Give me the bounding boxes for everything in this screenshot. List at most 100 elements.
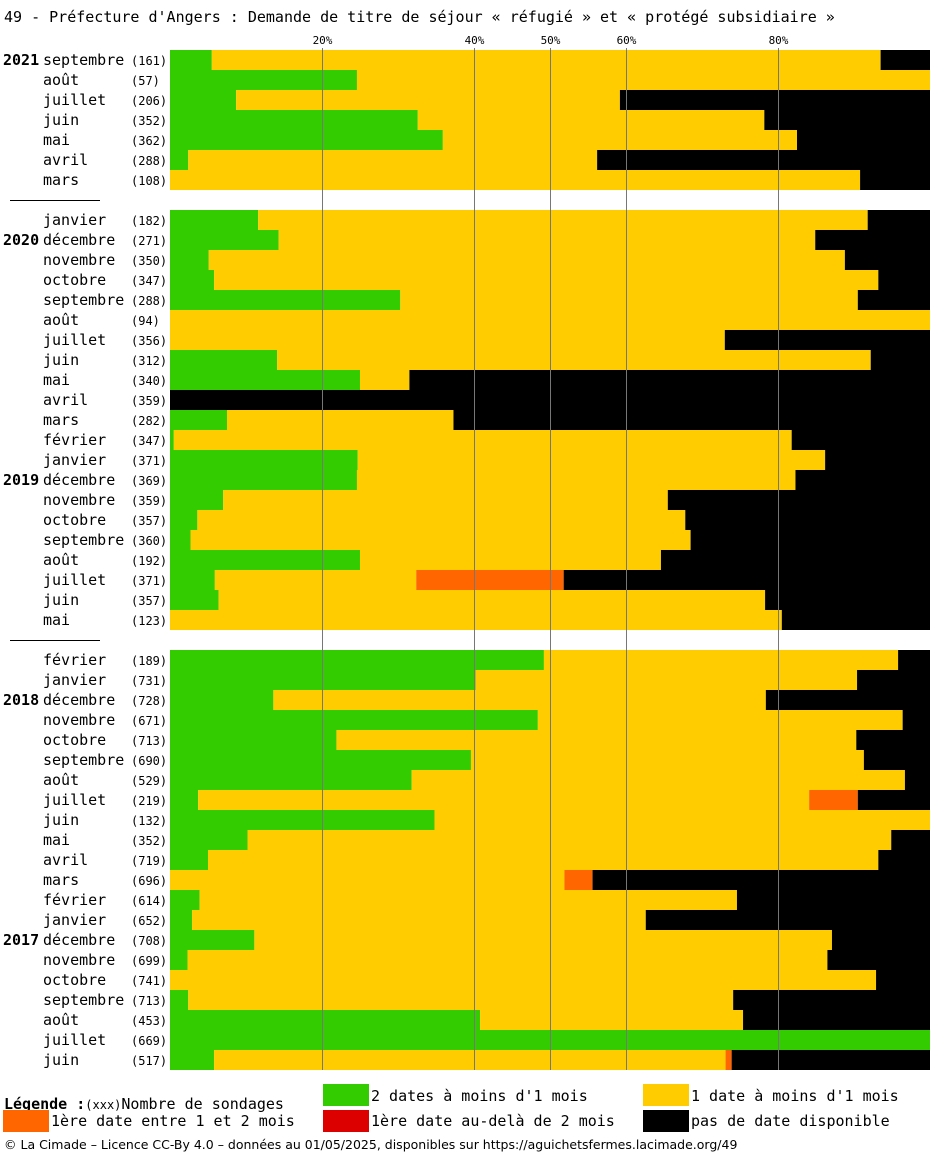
- bar-segment-none: [660, 550, 930, 570]
- bar-segment-two-dates: [170, 850, 208, 870]
- month-label: février: [43, 651, 106, 669]
- bar-segment-two-dates: [170, 810, 435, 830]
- count-label: (108): [131, 174, 167, 188]
- bar-segment-one-date: [223, 490, 668, 510]
- bar-segment-none: [898, 650, 930, 670]
- month-label: novembre: [43, 951, 115, 969]
- month-label: janvier: [43, 911, 106, 929]
- bar-segment-none: [409, 370, 930, 390]
- bar-segment-none: [597, 150, 930, 170]
- month-label: octobre: [43, 511, 106, 529]
- bar-segment-one-date: [258, 210, 868, 230]
- bar-segment-one-date: [277, 350, 871, 370]
- legend-label-two-dates: 2 dates à moins d'1 mois: [371, 1087, 588, 1105]
- count-label: (741): [131, 974, 167, 988]
- bar-segment-one-date: [336, 730, 857, 750]
- month-label: octobre: [43, 971, 106, 989]
- bar-segment-none: [733, 990, 930, 1010]
- month-label: août: [43, 1011, 79, 1029]
- count-label: (690): [131, 754, 167, 768]
- count-label: (350): [131, 254, 167, 268]
- legend-label-one-date: 1 date à moins d'1 mois: [691, 1087, 899, 1105]
- bar-segment-two-dates: [170, 910, 193, 930]
- bar-segment-one-date: [356, 470, 796, 490]
- bar-segment-two-dates: [170, 470, 357, 490]
- bar-segment-one-date: [360, 370, 410, 390]
- tick-labels-layer: 20% 40% 50% 60% 80%: [313, 34, 789, 47]
- bar-segment-none: [619, 90, 930, 110]
- bar-segment-one-date: [480, 1010, 744, 1030]
- month-label: septembre: [43, 291, 124, 309]
- month-label: mai: [43, 371, 70, 389]
- bar-segment-none: [781, 610, 930, 630]
- month-label: septembre: [43, 51, 124, 69]
- legend-label-first-1-2: 1ère date entre 1 et 2 mois: [51, 1112, 295, 1130]
- count-label: (282): [131, 414, 167, 428]
- count-label: (614): [131, 894, 167, 908]
- month-label: septembre: [43, 991, 124, 1009]
- bar-segment-none: [592, 870, 930, 890]
- bar-segment-none: [878, 850, 930, 870]
- bar-segment-one-date: [227, 410, 454, 430]
- year-label: 2019: [3, 471, 39, 489]
- bar-segment-two-dates: [170, 290, 401, 310]
- bar-segment-one-date: [218, 590, 766, 610]
- bar-segment-one-date: [417, 110, 765, 130]
- bar-segment-one-date: [411, 770, 905, 790]
- count-label: (352): [131, 114, 167, 128]
- count-label: (352): [131, 834, 167, 848]
- bar-segment-two-dates: [170, 90, 237, 110]
- month-label: juin: [43, 1051, 79, 1069]
- x-tick-label: 40%: [465, 34, 485, 47]
- count-label: (123): [131, 614, 167, 628]
- month-label: novembre: [43, 711, 115, 729]
- month-label: novembre: [43, 491, 115, 509]
- bar-segment-none: [724, 330, 930, 350]
- bar-segment-one-date: [434, 810, 930, 830]
- bar-segment-one-date: [214, 270, 879, 290]
- bar-segment-none: [880, 50, 930, 70]
- count-label: (94): [131, 314, 160, 328]
- count-label: (669): [131, 1034, 167, 1048]
- count-label: (347): [131, 434, 167, 448]
- bar-segment-one-date: [208, 250, 845, 270]
- bar-segment-none: [860, 170, 930, 190]
- bar-segment-one-date: [475, 670, 858, 690]
- bar-segment-two-dates: [170, 1010, 481, 1030]
- count-label: (362): [131, 134, 167, 148]
- month-label: février: [43, 431, 106, 449]
- chart-svg: 20% 40% 50% 60% 80% 2021 septembre (161)août (5…: [3, 34, 930, 1070]
- year-label: 2020: [3, 231, 39, 249]
- bar-segment-one-date: [543, 650, 899, 670]
- count-label: (671): [131, 714, 167, 728]
- month-label: septembre: [43, 531, 124, 549]
- legend-swatch-one-date: [643, 1084, 689, 1106]
- month-label: juillet: [43, 571, 106, 589]
- month-label: août: [43, 311, 79, 329]
- bar-segment-two-dates: [170, 890, 200, 910]
- bar-segment-two-dates: [170, 250, 209, 270]
- count-label: (713): [131, 734, 167, 748]
- x-tick-label: 60%: [617, 34, 637, 47]
- bar-segment-one-date: [173, 430, 792, 450]
- count-label: (699): [131, 954, 167, 968]
- bar-segment-first-1-2: [725, 1050, 732, 1070]
- bar-segment-two-dates: [170, 990, 189, 1010]
- bar-segment-two-dates: [170, 550, 360, 570]
- bar-segment-one-date: [190, 530, 691, 550]
- bar-segment-none: [825, 450, 930, 470]
- bar-segment-two-dates: [170, 930, 255, 950]
- x-tick-label: 50%: [541, 34, 561, 47]
- bar-segment-one-date: [278, 230, 816, 250]
- bar-segment-none: [731, 1050, 930, 1070]
- legend-swatch-none: [643, 1110, 689, 1132]
- bar-segment-one-date: [170, 610, 782, 630]
- count-label: (357): [131, 594, 167, 608]
- bar-segment-two-dates: [170, 690, 274, 710]
- bar-segment-two-dates: [170, 750, 471, 770]
- bar-segment-one-date: [254, 930, 832, 950]
- month-label: mai: [43, 131, 70, 149]
- bar-segment-two-dates: [170, 510, 198, 530]
- month-label: mars: [43, 411, 79, 429]
- bar-segment-two-dates: [170, 430, 174, 450]
